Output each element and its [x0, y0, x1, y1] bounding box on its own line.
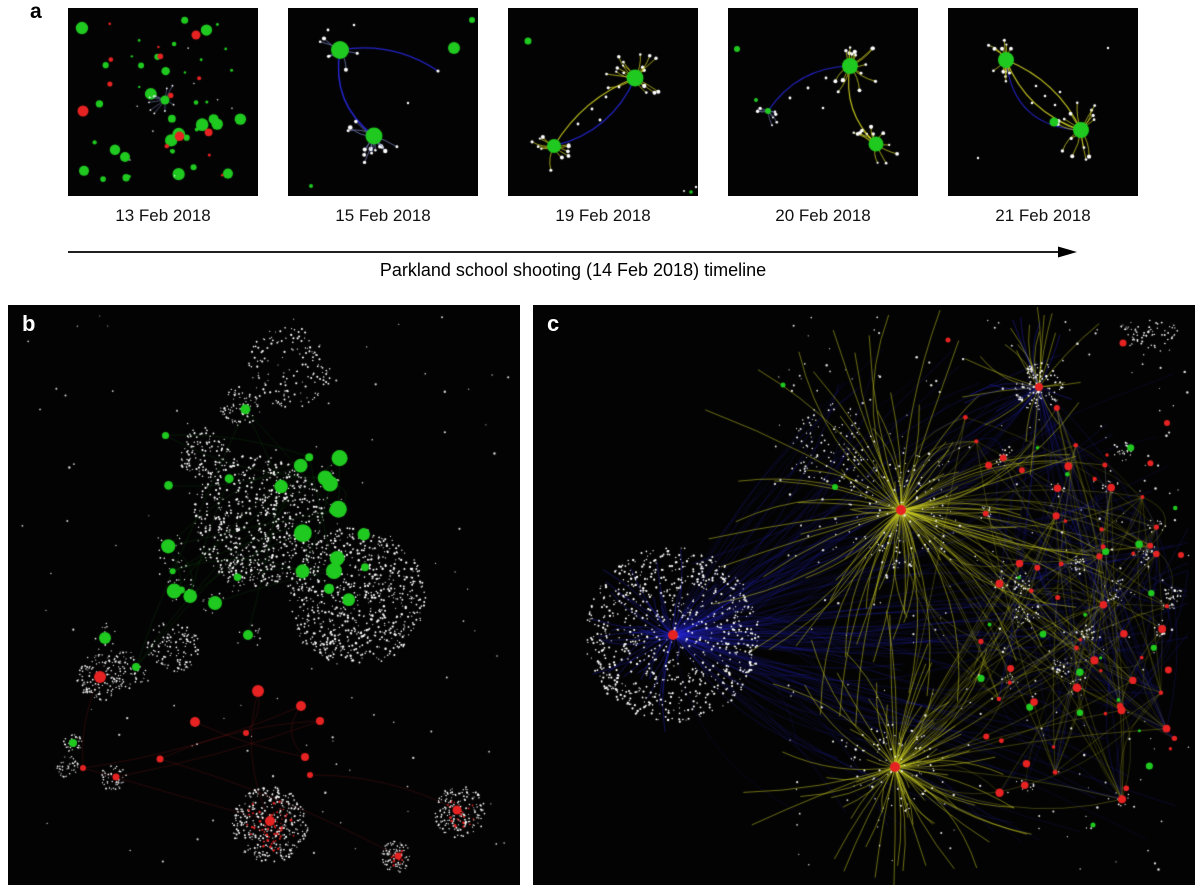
snapshot-date-1: 13 Feb 2018: [115, 206, 211, 225]
panel-a-label: a: [30, 0, 42, 23]
snapshot-date-3: 19 Feb 2018: [555, 206, 651, 225]
snapshot-date-4: 20 Feb 2018: [775, 206, 871, 225]
network-snapshot-canvas-2: [288, 8, 478, 196]
cluster-network-canvas-b: [8, 305, 520, 885]
panel-b: b: [8, 305, 520, 885]
network-snapshot-3: 19 Feb 2018: [508, 8, 698, 226]
timeline-snapshots: 13 Feb 2018 15 Feb 2018 19 Feb 2018 20 F…: [68, 8, 1138, 226]
panel-b-label: b: [22, 311, 36, 336]
snapshot-date-5: 21 Feb 2018: [995, 206, 1091, 225]
network-snapshot-2: 15 Feb 2018: [288, 8, 478, 226]
timeline-arrow-svg: [68, 246, 1077, 258]
network-snapshot-1: 13 Feb 2018: [68, 8, 258, 226]
network-snapshot-5: 21 Feb 2018: [948, 8, 1138, 226]
timeline-arrow: [68, 244, 1078, 260]
snapshot-date-2: 15 Feb 2018: [335, 206, 431, 225]
hate-network-canvas-c: [533, 305, 1195, 885]
network-snapshot-canvas-5: [948, 8, 1138, 196]
panel-c: c: [533, 305, 1195, 885]
network-snapshot-canvas-3: [508, 8, 698, 196]
panel-c-label: c: [547, 311, 560, 336]
network-snapshot-canvas-4: [728, 8, 918, 196]
network-snapshot-canvas-1: [68, 8, 258, 196]
network-snapshot-4: 20 Feb 2018: [728, 8, 918, 226]
timeline-caption: Parkland school shooting (14 Feb 2018) t…: [379, 260, 767, 280]
